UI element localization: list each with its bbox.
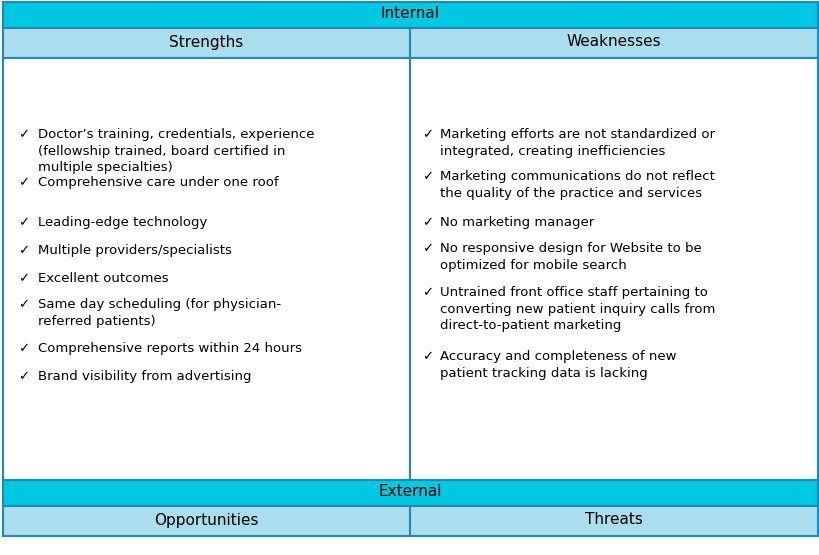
Text: Threats: Threats — [584, 512, 642, 527]
Text: ✓: ✓ — [18, 272, 29, 285]
Bar — [3, 28, 410, 58]
Text: Same day scheduling (for physician-
referred patients): Same day scheduling (for physician- refe… — [38, 298, 281, 327]
Text: Untrained front office staff pertaining to
converting new patient inquiry calls : Untrained front office staff pertaining … — [440, 286, 714, 332]
Bar — [410, 58, 817, 480]
Bar — [3, 2, 817, 28]
Text: External: External — [378, 485, 441, 500]
Text: Marketing communications do not reflect
the quality of the practice and services: Marketing communications do not reflect … — [440, 170, 714, 199]
Text: No responsive design for Website to be
optimized for mobile search: No responsive design for Website to be o… — [440, 242, 701, 271]
Bar — [410, 506, 817, 536]
Bar — [410, 28, 817, 58]
Text: Marketing efforts are not standardized or
integrated, creating inefficiencies: Marketing efforts are not standardized o… — [440, 128, 714, 158]
Text: Strengths: Strengths — [170, 34, 243, 49]
Text: ✓: ✓ — [18, 342, 29, 355]
Text: ✓: ✓ — [18, 128, 29, 141]
Text: Internal: Internal — [381, 7, 440, 22]
Text: ✓: ✓ — [422, 128, 432, 141]
Text: Excellent outcomes: Excellent outcomes — [38, 272, 169, 285]
Text: Multiple providers/specialists: Multiple providers/specialists — [38, 244, 232, 257]
Text: ✓: ✓ — [18, 216, 29, 229]
Bar — [3, 58, 410, 480]
Text: Leading-edge technology: Leading-edge technology — [38, 216, 207, 229]
Text: No marketing manager: No marketing manager — [440, 216, 594, 229]
Text: ✓: ✓ — [422, 216, 432, 229]
Text: ✓: ✓ — [18, 176, 29, 189]
Text: ✓: ✓ — [422, 350, 432, 363]
Text: Opportunities: Opportunities — [154, 512, 259, 527]
Text: Comprehensive reports within 24 hours: Comprehensive reports within 24 hours — [38, 342, 301, 355]
Text: Accuracy and completeness of new
patient tracking data is lacking: Accuracy and completeness of new patient… — [440, 350, 676, 380]
Text: Brand visibility from advertising: Brand visibility from advertising — [38, 370, 251, 383]
Text: Comprehensive care under one roof: Comprehensive care under one roof — [38, 176, 278, 189]
Text: ✓: ✓ — [18, 370, 29, 383]
Bar — [3, 506, 410, 536]
Text: ✓: ✓ — [422, 242, 432, 255]
Text: ✓: ✓ — [422, 170, 432, 183]
Text: ✓: ✓ — [18, 298, 29, 311]
Text: Doctor’s training, credentials, experience
(fellowship trained, board certified : Doctor’s training, credentials, experien… — [38, 128, 314, 174]
Text: ✓: ✓ — [18, 244, 29, 257]
Text: ✓: ✓ — [422, 286, 432, 299]
Text: Weaknesses: Weaknesses — [566, 34, 660, 49]
Bar — [3, 480, 817, 506]
